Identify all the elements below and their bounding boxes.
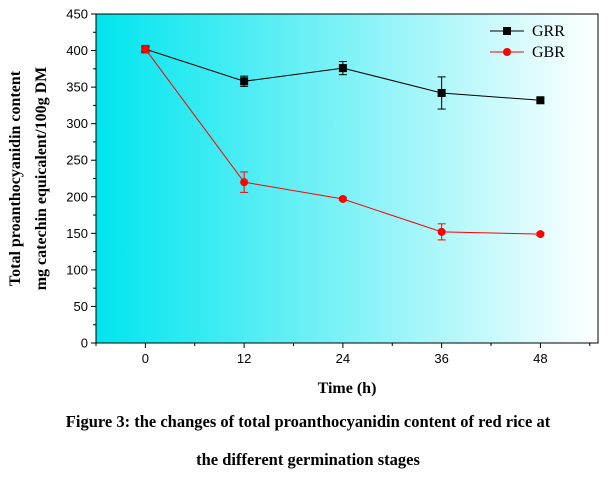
data-point-gbr xyxy=(536,230,545,239)
data-point-gbr xyxy=(338,194,347,203)
line-chart: 0 50 100 150 200 250 300 350 400 450 0 12 24 36 48 Time… xyxy=(7,7,599,397)
data-point-gbr xyxy=(141,45,150,54)
y-tick-label: 50 xyxy=(74,299,88,314)
data-point-grr xyxy=(240,77,249,86)
legend-marker-grr xyxy=(503,27,511,35)
y-tick-label: 0 xyxy=(81,336,88,351)
data-point-grr xyxy=(338,64,347,73)
y-tick-label: 150 xyxy=(66,226,88,241)
figure-caption-line-2: the different germination stages xyxy=(196,450,420,469)
x-tick-label: 12 xyxy=(237,351,251,366)
data-point-gbr xyxy=(437,227,446,236)
legend-marker-gbr xyxy=(503,48,511,56)
y-tick-label: 400 xyxy=(66,43,88,58)
y-tick-label: 250 xyxy=(66,153,88,168)
x-tick-label: 24 xyxy=(336,351,350,366)
x-axis-label: Time (h) xyxy=(318,380,377,397)
plot-background xyxy=(96,14,598,343)
y-tick-label: 300 xyxy=(66,116,88,131)
legend-label-gbr: GBR xyxy=(532,44,565,61)
legend-label-grr: GRR xyxy=(532,23,565,40)
y-tick-label: 100 xyxy=(66,262,88,277)
x-tick-label: 36 xyxy=(434,351,448,366)
data-point-gbr xyxy=(240,178,249,187)
y-axis-label-line: mg catechin equicalent/100g DM xyxy=(33,67,50,291)
y-tick-label: 200 xyxy=(66,189,88,204)
figure-caption-line-1: Figure 3: the changes of total proanthoc… xyxy=(65,412,551,431)
data-point-grr xyxy=(437,88,446,97)
data-point-grr xyxy=(536,96,545,105)
x-tick-label: 48 xyxy=(533,351,547,366)
y-tick-label: 350 xyxy=(66,80,88,95)
x-tick-label: 0 xyxy=(142,351,149,366)
y-axis-label-line: Total proanthocyanidin content xyxy=(7,70,24,286)
y-tick-label: 450 xyxy=(66,7,88,22)
